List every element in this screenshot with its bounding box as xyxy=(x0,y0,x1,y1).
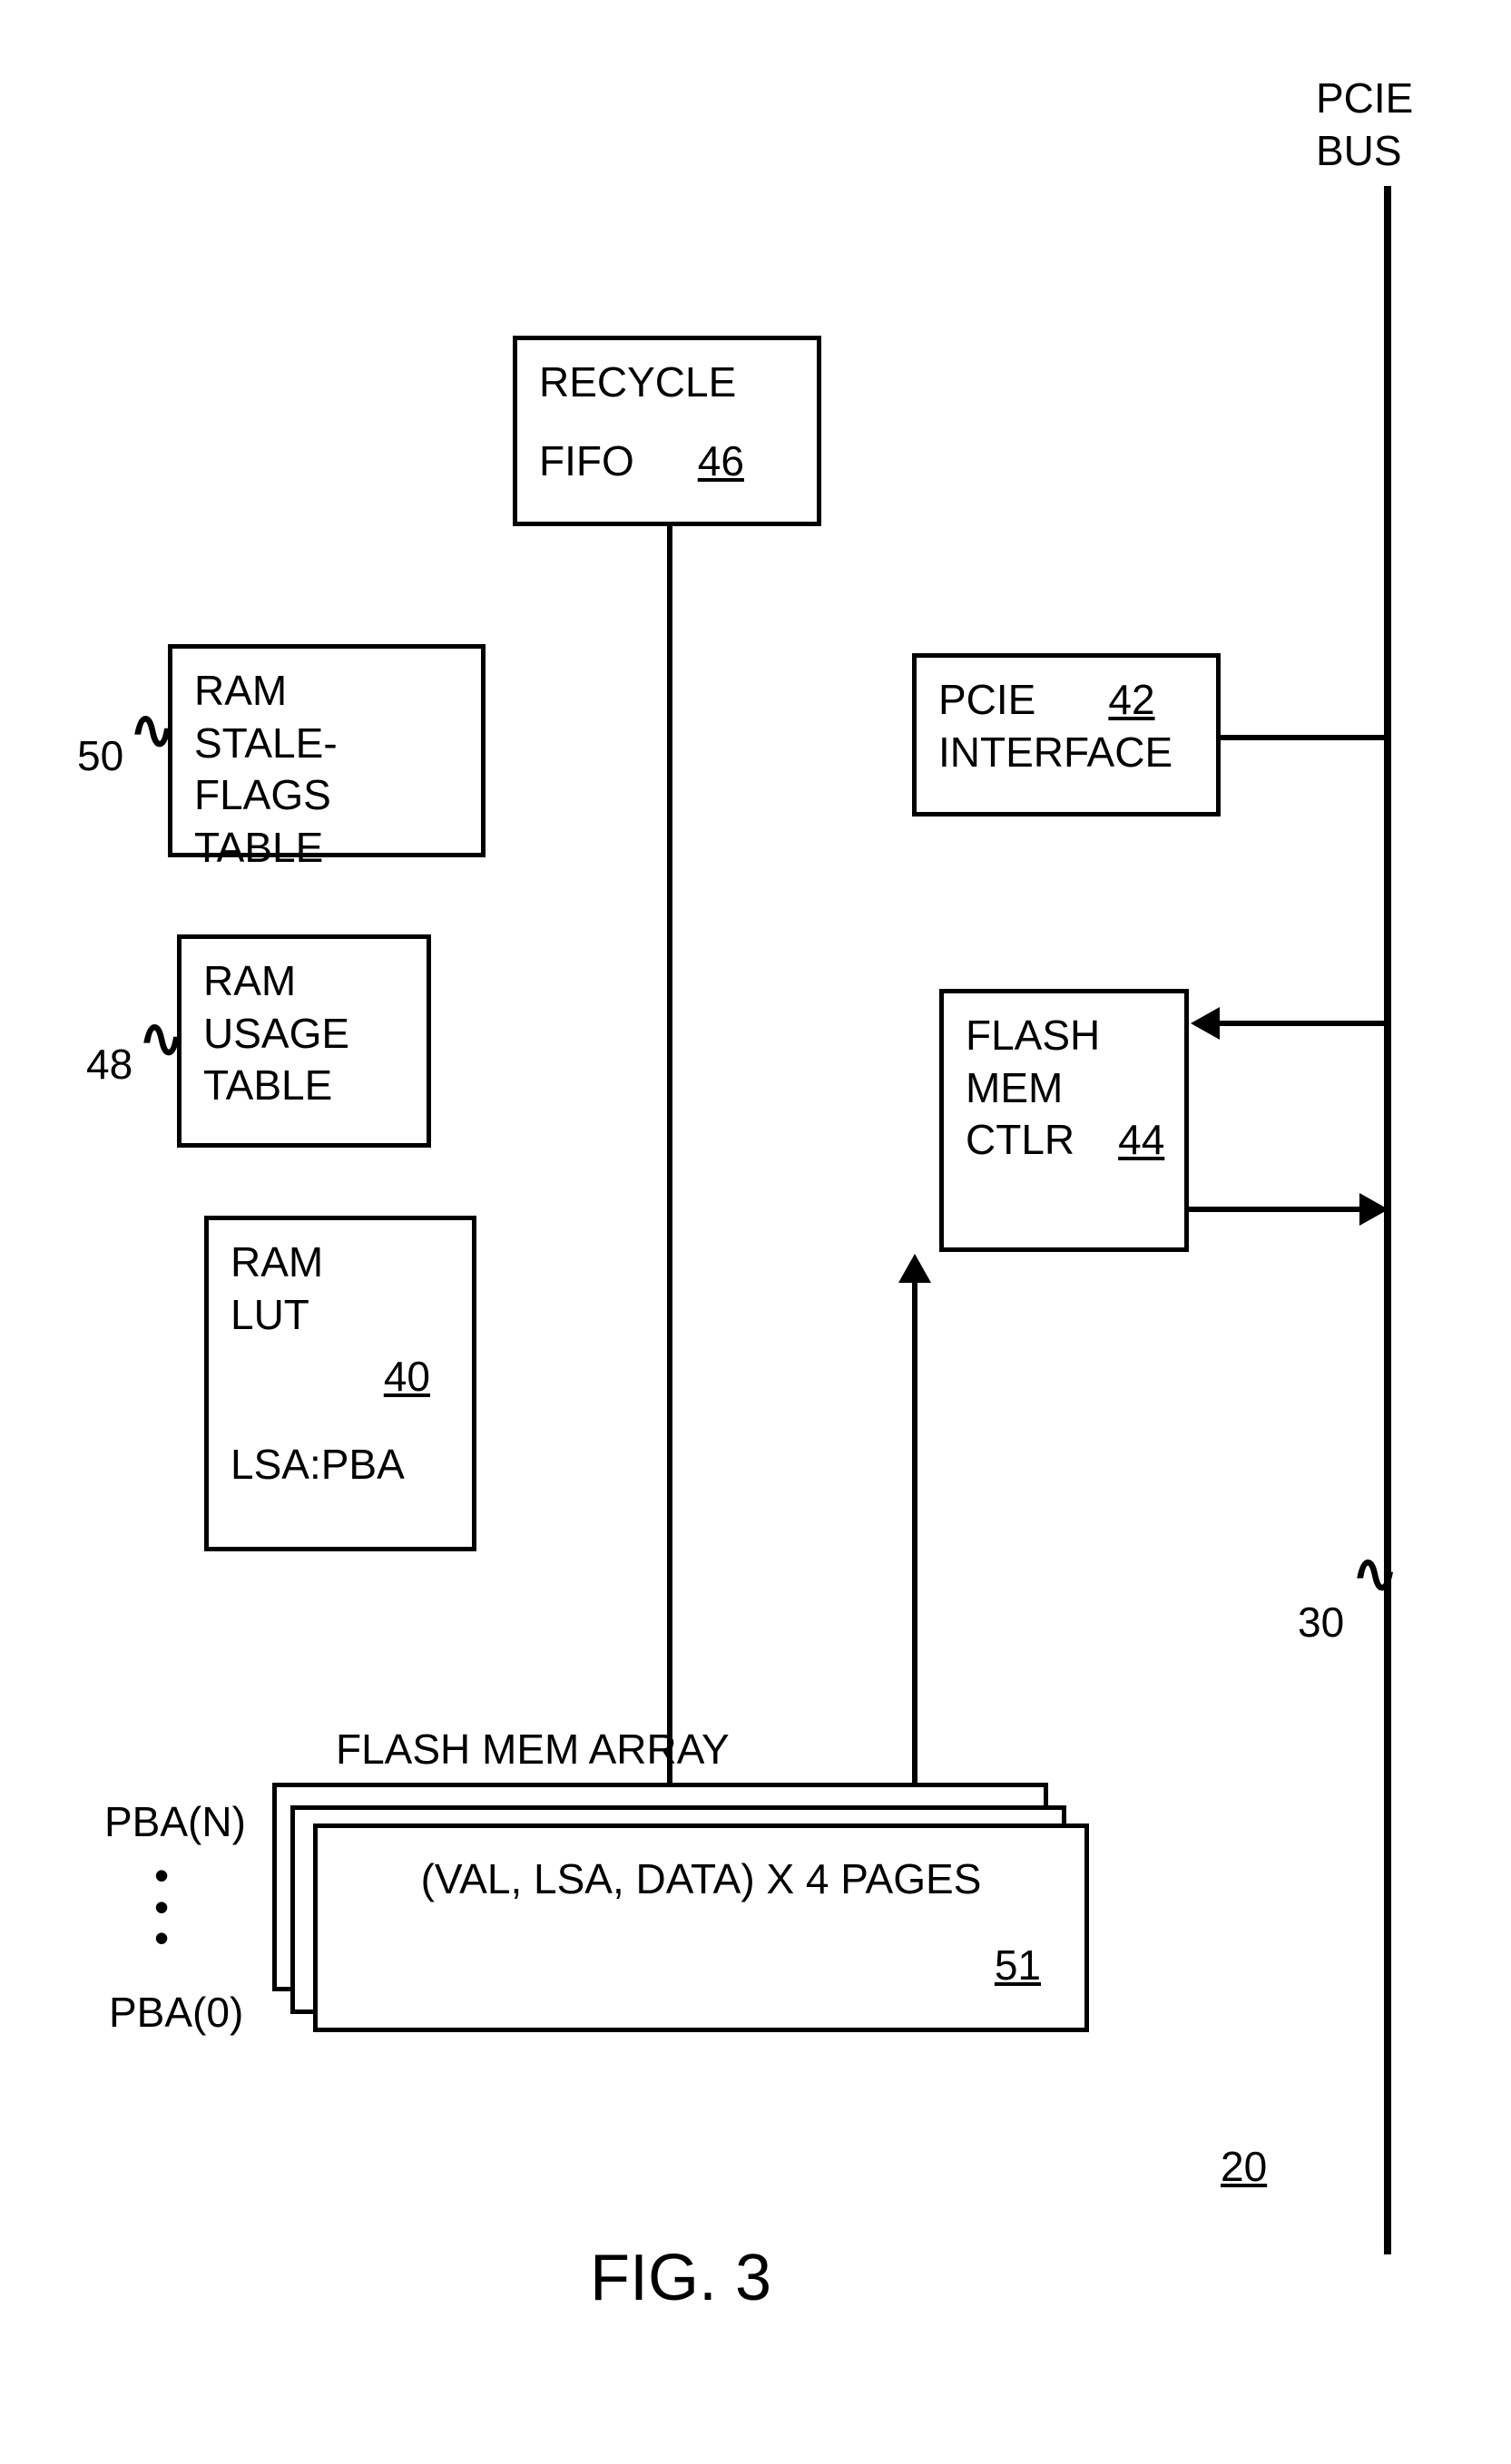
ctlr-ref: 44 xyxy=(1118,1115,1164,1164)
pcie-interface-box: PCIE 42 INTERFACE xyxy=(912,653,1221,816)
recycle-ref: 46 xyxy=(698,436,744,485)
stale-line3: TABLE xyxy=(194,822,459,875)
flash-array-ref: 51 xyxy=(995,1941,1041,1989)
stale-line2: STALE-FLAGS xyxy=(194,718,459,822)
lut-line1: RAM xyxy=(231,1237,450,1289)
usage-table-box: RAM USAGE TABLE xyxy=(177,934,431,1148)
bus-tilde: ∿ xyxy=(1352,1542,1398,1606)
diagram-container: PCIEBUS ∿ 30 RECYCLE FIFO 46 RAM STALE-F… xyxy=(0,0,1511,2464)
stale-flags-box: RAM STALE-FLAGS TABLE xyxy=(168,644,486,857)
lut-ref: 40 xyxy=(384,1353,430,1400)
ctlr-arrow-up xyxy=(898,1254,931,1283)
ref-50-text: 50 xyxy=(77,732,123,779)
recycle-line2: FIFO xyxy=(539,435,634,488)
recycle-to-array-line xyxy=(667,526,672,1801)
stale-tilde: ∿ xyxy=(130,699,175,762)
lut-line2: LUT xyxy=(231,1289,450,1342)
recycle-line1: RECYCLE xyxy=(539,357,795,409)
pcieif-line1: PCIE xyxy=(938,674,1035,727)
ram-lut-box: RAM LUT 40 LSA:PBA xyxy=(204,1216,476,1551)
flash-array-title: FLASH MEM ARRAY xyxy=(336,1724,730,1776)
pcie-bus-label: PCIEBUS xyxy=(1316,73,1413,177)
pba-0-label: PBA(0) xyxy=(109,1987,243,2039)
flash-ctlr-box: FLASH MEM CTLR 44 xyxy=(939,989,1189,1252)
fig-title-text: FIG. 3 xyxy=(590,2242,771,2314)
stale-ref-50: 50 xyxy=(77,730,123,783)
pba-0-text: PBA(0) xyxy=(109,1989,243,2036)
recycle-fifo-box: RECYCLE FIFO 46 xyxy=(513,336,821,526)
ctlr-to-array-line xyxy=(912,1281,917,1803)
figure-title: FIG. 3 xyxy=(590,2241,771,2315)
usage-line1: RAM xyxy=(203,955,405,1008)
pba-n-text: PBA(N) xyxy=(104,1798,246,1845)
stale-line1: RAM xyxy=(194,665,459,718)
ctlr-line2: MEM xyxy=(966,1062,1163,1115)
ctlr-to-bus-lower xyxy=(1189,1207,1361,1212)
usage-tilde: ∿ xyxy=(139,1007,184,1071)
pcieif-ref: 42 xyxy=(1108,675,1154,724)
usage-line3: TABLE xyxy=(203,1060,405,1112)
pba-dots: ••• xyxy=(154,1860,169,1954)
bus-label-line1: PCIEBUS xyxy=(1316,74,1413,174)
ref-20-text: 20 xyxy=(1221,2143,1267,2190)
device-ref-20: 20 xyxy=(1221,2141,1267,2194)
ref-30-text: 30 xyxy=(1298,1599,1344,1646)
ctlr-to-bus-arrow-right xyxy=(1359,1193,1388,1226)
ctlr-line1: FLASH xyxy=(966,1010,1163,1062)
flash-stack-front: (VAL, LSA, DATA) X 4 PAGES 51 xyxy=(313,1824,1089,2032)
bus-to-ctlr-arrow-left xyxy=(1191,1007,1220,1040)
pcieif-to-bus xyxy=(1221,735,1388,740)
bus-to-ctlr-upper xyxy=(1218,1021,1388,1026)
ref-48-text: 48 xyxy=(86,1041,132,1088)
lut-mapping: LSA:PBA xyxy=(231,1441,405,1488)
flash-content: (VAL, LSA, DATA) X 4 PAGES xyxy=(345,1853,1057,1906)
array-title-text: FLASH MEM ARRAY xyxy=(336,1726,730,1773)
usage-line2: USAGE xyxy=(203,1008,405,1061)
ctlr-line3: CTLR xyxy=(966,1114,1074,1167)
usage-ref-48: 48 xyxy=(86,1039,132,1091)
pcieif-line2: INTERFACE xyxy=(938,727,1194,779)
pba-n-label: PBA(N) xyxy=(104,1796,246,1849)
bus-ref-30: 30 xyxy=(1298,1597,1344,1649)
